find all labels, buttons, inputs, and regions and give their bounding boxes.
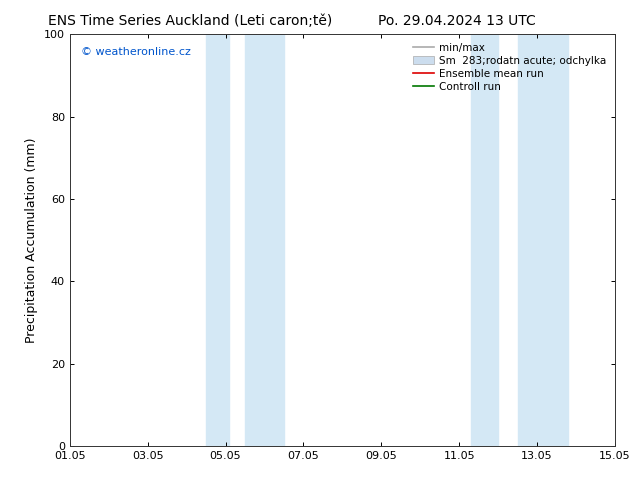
Text: ENS Time Series Auckland (Leti caron;tě): ENS Time Series Auckland (Leti caron;tě) [48,14,332,28]
Bar [245,34,284,446]
Text: Po. 29.04.2024 13 UTC: Po. 29.04.2024 13 UTC [378,14,535,28]
Bar [517,34,568,446]
Bar [471,34,498,446]
Legend: min/max, Sm  283;rodatn acute; odchylka, Ensemble mean run, Controll run: min/max, Sm 283;rodatn acute; odchylka, … [410,40,610,95]
Y-axis label: Precipitation Accumulation (mm): Precipitation Accumulation (mm) [25,137,38,343]
Text: © weatheronline.cz: © weatheronline.cz [81,47,191,57]
Bar [206,34,230,446]
